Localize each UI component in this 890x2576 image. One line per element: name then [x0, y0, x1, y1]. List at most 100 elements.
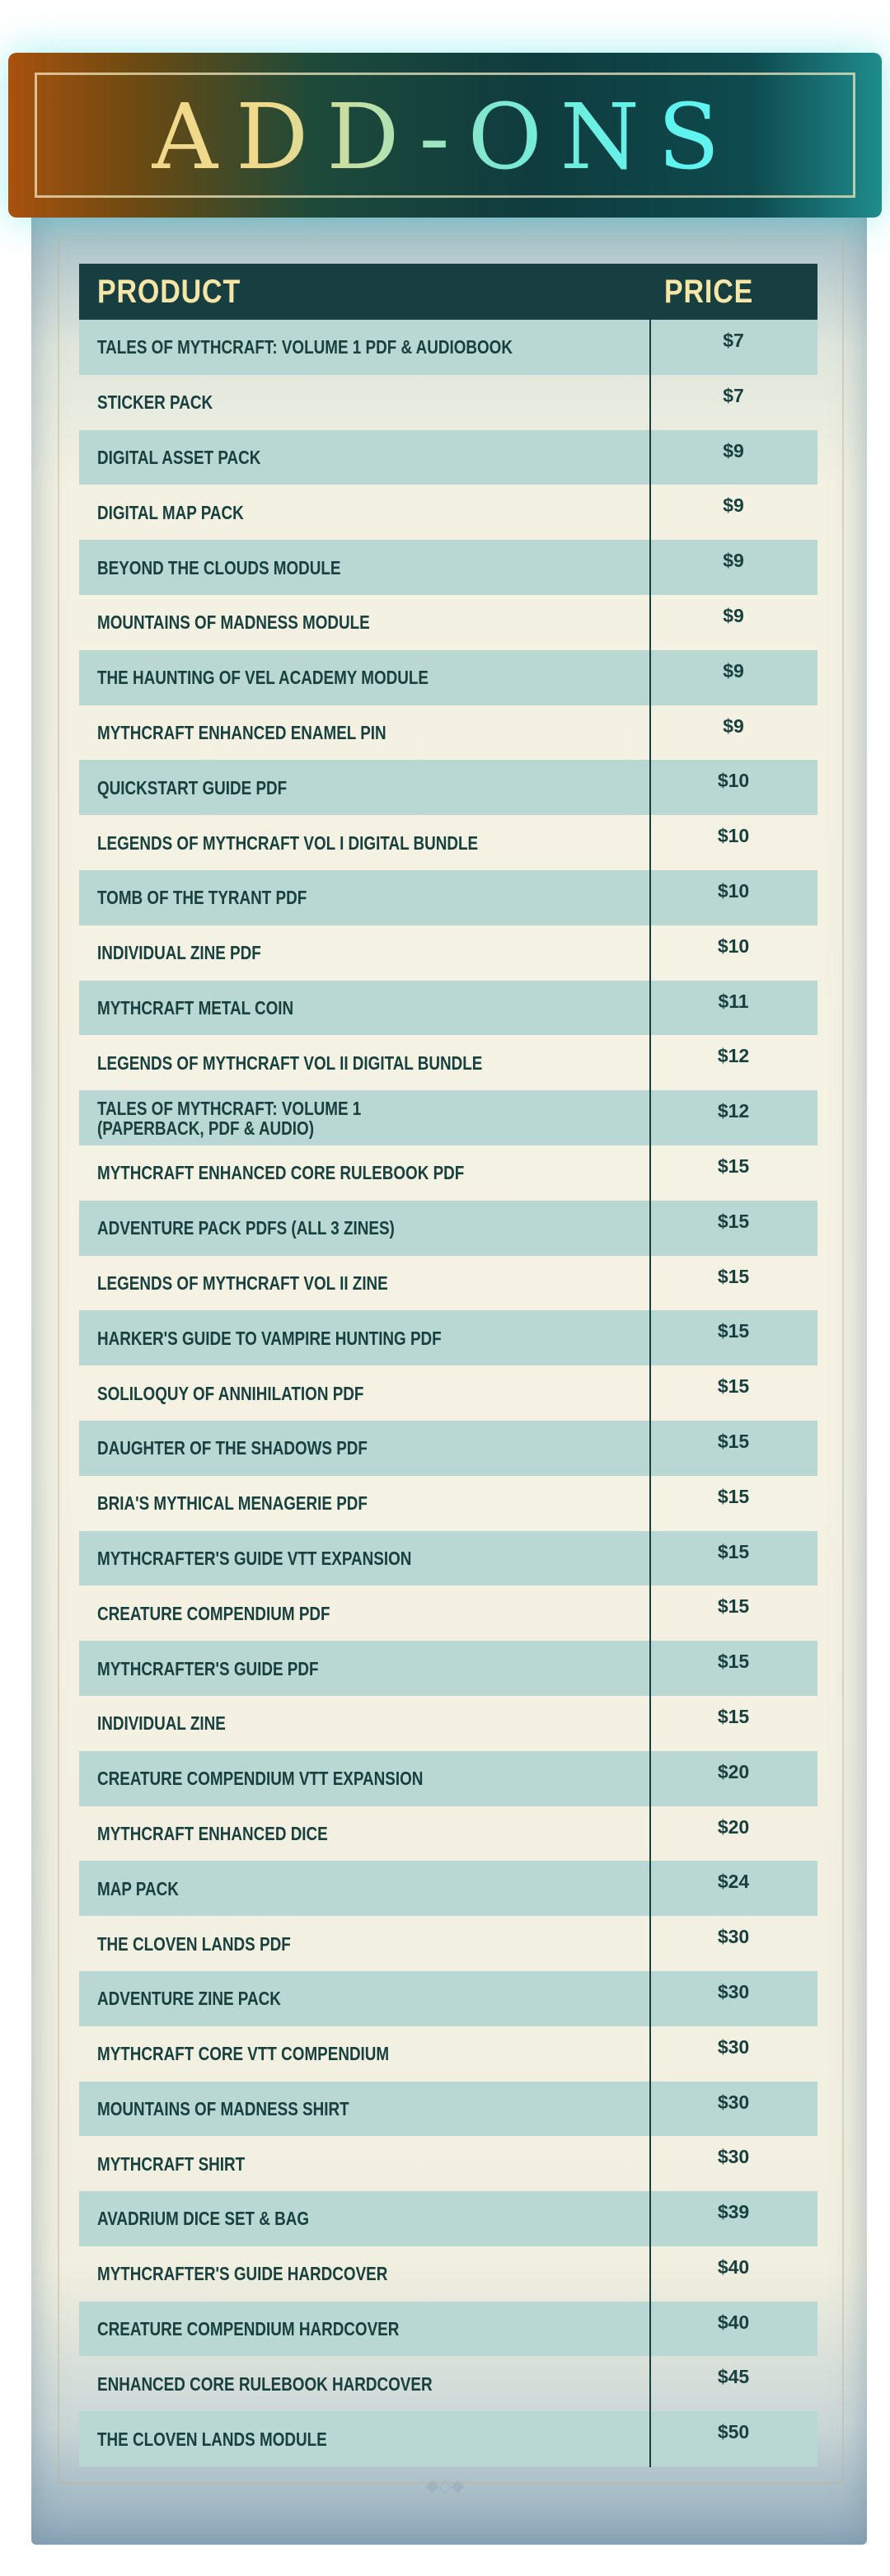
table-row: INDIVIDUAL ZINE PDF $10 [79, 925, 817, 981]
table-header: PRODUCT PRICE [79, 264, 817, 320]
table-row: AVADRIUM DICE SET & BAG $39 [79, 2191, 817, 2246]
column-header-price: PRICE [664, 273, 754, 310]
product-name: MYTHCRAFT METAL COIN [97, 996, 294, 1019]
product-price: $10 [717, 879, 750, 902]
product-price: $15 [717, 1210, 750, 1232]
product-price: $10 [717, 825, 750, 847]
product-price: $9 [723, 604, 744, 626]
product-price: $15 [717, 1155, 750, 1177]
product-name: DAUGHTER OF THE SHADOWS PDF [97, 1437, 368, 1459]
product-name: HARKER'S GUIDE TO VAMPIRE HUNTING PDF [97, 1327, 442, 1349]
product-price: $30 [717, 1926, 750, 1948]
table-row: MYTHCRAFTER'S GUIDE PDF $15 [79, 1641, 817, 1696]
column-divider [649, 320, 651, 2467]
product-name: ADVENTURE ZINE PACK [97, 1988, 281, 2010]
table-row: LEGENDS OF MYTHCRAFT VOL II DIGITAL BUND… [79, 1035, 817, 1090]
product-price: $15 [717, 1651, 750, 1673]
table-row: HARKER'S GUIDE TO VAMPIRE HUNTING PDF $15 [79, 1310, 817, 1366]
product-price: $45 [717, 2366, 750, 2388]
product-name: LEGENDS OF MYTHCRAFT VOL II ZINE [97, 1272, 388, 1294]
table-row: SOLILOQUY OF ANNIHILATION PDF $15 [79, 1365, 817, 1421]
product-name: DIGITAL ASSET PACK [97, 446, 261, 468]
table-row: TALES OF MYTHCRAFT: VOLUME 1 (PAPERBACK,… [79, 1090, 817, 1145]
product-name: MYTHCRAFT ENHANCED CORE RULEBOOK PDF [97, 1162, 465, 1184]
product-price: $9 [723, 659, 744, 681]
table-row: MYTHCRAFTER'S GUIDE HARDCOVER $40 [79, 2246, 817, 2302]
product-price: $9 [723, 439, 744, 461]
product-price: $15 [717, 1320, 750, 1342]
table-row: MAP PACK $24 [79, 1861, 817, 1917]
table-row: THE HAUNTING OF VEL ACADEMY MODULE $9 [79, 649, 817, 705]
table-row: LEGENDS OF MYTHCRAFT VOL II ZINE $15 [79, 1256, 817, 1311]
product-name: BRIA'S MYTHICAL MENAGERIE PDF [97, 1492, 368, 1515]
product-price: $15 [717, 1705, 750, 1727]
table-row: MYTHCRAFT ENHANCED ENAMEL PIN $9 [79, 705, 817, 761]
product-name: MOUNTAINS OF MADNESS MODULE [97, 611, 370, 634]
product-name: QUICKSTART GUIDE PDF [97, 776, 288, 799]
product-name: MYTHCRAFT ENHANCED ENAMEL PIN [97, 721, 386, 743]
product-name: DIGITAL MAP PACK [97, 501, 244, 523]
product-price: $30 [717, 1980, 750, 2002]
product-name: THE HAUNTING OF VEL ACADEMY MODULE [97, 667, 429, 689]
product-name: MYTHCRAFT SHIRT [97, 2152, 246, 2175]
product-name: MYTHCRAFTER'S GUIDE HARDCOVER [97, 2263, 388, 2285]
product-price: $12 [717, 1100, 750, 1122]
table-row: MYTHCRAFT SHIRT $30 [79, 2136, 817, 2191]
product-name: MYTHCRAFTER'S GUIDE VTT EXPANSION [97, 1547, 412, 1569]
product-price: $10 [717, 934, 750, 957]
decorative-frame [58, 239, 844, 2484]
product-price: $30 [717, 2035, 750, 2058]
product-price: $40 [717, 2311, 750, 2333]
product-price: $11 [718, 990, 749, 1012]
product-price: $30 [717, 2091, 750, 2113]
product-name: LEGENDS OF MYTHCRAFT VOL II DIGITAL BUND… [97, 1051, 483, 1074]
product-price: $9 [723, 550, 744, 572]
table-row: CREATURE COMPENDIUM VTT EXPANSION $20 [79, 1750, 817, 1806]
table-row: DAUGHTER OF THE SHADOWS PDF $15 [79, 1420, 817, 1476]
page-title: ADD-ONS [8, 84, 882, 190]
table-row: LEGENDS OF MYTHCRAFT VOL I DIGITAL BUNDL… [79, 815, 817, 870]
table-row: MYTHCRAFT ENHANCED CORE RULEBOOK PDF $15 [79, 1145, 817, 1201]
product-price: $15 [717, 1595, 750, 1618]
table-row: STICKER PACK $7 [79, 375, 817, 430]
product-price: $40 [717, 2255, 750, 2278]
product-price: $15 [717, 1485, 750, 1507]
parchment-background [31, 206, 867, 2545]
product-price: $20 [717, 1815, 750, 1838]
product-name: ENHANCED CORE RULEBOOK HARDCOVER [97, 2372, 433, 2395]
product-price: $12 [717, 1045, 750, 1067]
product-name: LEGENDS OF MYTHCRAFT VOL I DIGITAL BUNDL… [97, 831, 479, 854]
product-price: $7 [723, 384, 744, 406]
table-row: INDIVIDUAL ZINE $15 [79, 1696, 817, 1751]
product-price: $9 [723, 714, 744, 737]
product-name: MAP PACK [97, 1877, 179, 1899]
product-name: TALES OF MYTHCRAFT: VOLUME 1 PDF & AUDIO… [97, 336, 513, 358]
table-row: MYTHCRAFT METAL COIN $11 [79, 980, 817, 1036]
product-price: $50 [717, 2421, 750, 2443]
product-name: INDIVIDUAL ZINE [97, 1712, 226, 1735]
product-price: $15 [717, 1265, 750, 1287]
table-row: ADVENTURE ZINE PACK $30 [79, 1970, 817, 2026]
product-name: MYTHCRAFT CORE VTT COMPENDIUM [97, 2043, 390, 2065]
table-row: QUICKSTART GUIDE PDF $10 [79, 760, 817, 816]
product-price: $24 [717, 1871, 750, 1893]
product-price: $39 [717, 2201, 750, 2223]
table-row: MYTHCRAFT ENHANCED DICE $20 [79, 1806, 817, 1862]
table-row: MYTHCRAFTER'S GUIDE VTT EXPANSION $15 [79, 1530, 817, 1586]
product-name: MYTHCRAFT ENHANCED DICE [97, 1822, 328, 1844]
product-price: $15 [717, 1430, 750, 1452]
table-row: MOUNTAINS OF MADNESS MODULE $9 [79, 595, 817, 650]
table-row: CREATURE COMPENDIUM PDF $15 [79, 1585, 817, 1641]
table-row: CREATURE COMPENDIUM HARDCOVER $40 [79, 2301, 817, 2357]
product-price: $7 [723, 330, 744, 351]
product-price: $30 [717, 2146, 750, 2168]
product-name: SOLILOQUY OF ANNIHILATION PDF [97, 1382, 364, 1404]
product-name: THE CLOVEN LANDS PDF [97, 1932, 291, 1955]
product-price: $10 [717, 770, 750, 792]
column-header-product: PRODUCT [97, 273, 241, 310]
table-row: MYTHCRAFT CORE VTT COMPENDIUM $30 [79, 2026, 817, 2082]
product-name: CREATURE COMPENDIUM VTT EXPANSION [97, 1768, 424, 1790]
product-name: BEYOND THE CLOUDS MODULE [97, 556, 341, 578]
product-name: ADVENTURE PACK PDFS (ALL 3 ZINES) [97, 1217, 395, 1239]
table-row: THE CLOVEN LANDS MODULE $50 [79, 2411, 817, 2467]
